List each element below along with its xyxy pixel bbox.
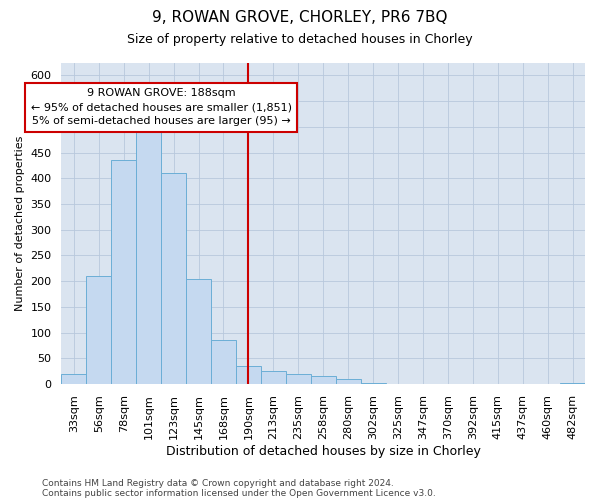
Text: 9 ROWAN GROVE: 188sqm
← 95% of detached houses are smaller (1,851)
5% of semi-de: 9 ROWAN GROVE: 188sqm ← 95% of detached … [31, 88, 292, 126]
Bar [211, 340, 236, 384]
Y-axis label: Number of detached properties: Number of detached properties [15, 136, 25, 311]
Bar [335, 379, 361, 384]
X-axis label: Distribution of detached houses by size in Chorley: Distribution of detached houses by size … [166, 444, 481, 458]
Bar [186, 278, 211, 384]
Text: 9, ROWAN GROVE, CHORLEY, PR6 7BQ: 9, ROWAN GROVE, CHORLEY, PR6 7BQ [152, 10, 448, 25]
Bar [61, 374, 86, 384]
Bar [136, 127, 161, 384]
Bar [261, 371, 286, 384]
Bar [311, 376, 335, 384]
Bar [86, 276, 111, 384]
Bar [286, 374, 311, 384]
Bar [560, 382, 585, 384]
Bar [111, 160, 136, 384]
Text: Contains HM Land Registry data © Crown copyright and database right 2024.: Contains HM Land Registry data © Crown c… [42, 478, 394, 488]
Text: Size of property relative to detached houses in Chorley: Size of property relative to detached ho… [127, 32, 473, 46]
Text: Contains public sector information licensed under the Open Government Licence v3: Contains public sector information licen… [42, 488, 436, 498]
Bar [236, 366, 261, 384]
Bar [361, 382, 386, 384]
Bar [161, 173, 186, 384]
